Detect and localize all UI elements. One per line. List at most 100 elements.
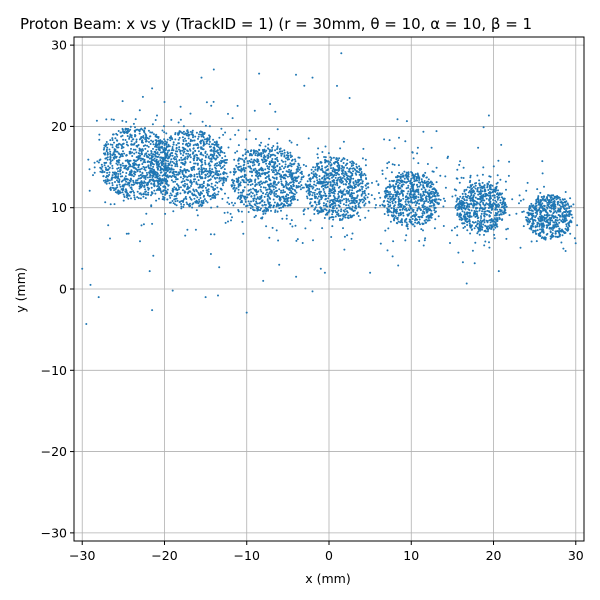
data-point — [125, 178, 128, 181]
data-point — [167, 143, 170, 146]
data-point — [478, 190, 480, 193]
data-point — [290, 141, 293, 144]
data-point — [156, 144, 159, 146]
data-point — [186, 157, 189, 160]
data-point — [396, 222, 399, 225]
data-point — [313, 175, 316, 178]
data-point — [125, 127, 127, 130]
data-point — [221, 182, 224, 185]
data-point — [275, 176, 278, 179]
data-point — [398, 193, 401, 196]
data-point — [338, 185, 341, 188]
data-point — [179, 166, 182, 169]
data-point — [532, 220, 535, 223]
data-point — [278, 173, 281, 175]
data-point — [315, 162, 318, 165]
data-point — [277, 152, 280, 155]
data-point — [266, 199, 269, 202]
data-point — [131, 155, 134, 157]
data-point — [116, 177, 119, 179]
data-point — [543, 209, 546, 212]
data-point — [391, 163, 394, 166]
data-point — [236, 197, 239, 200]
data-point — [478, 223, 481, 226]
data-point — [402, 214, 405, 217]
data-point — [189, 156, 192, 159]
data-point — [326, 213, 329, 216]
data-point — [536, 223, 539, 226]
data-point — [220, 159, 222, 162]
data-point — [268, 150, 271, 153]
data-point — [399, 208, 401, 211]
data-point — [316, 182, 319, 185]
data-point — [543, 205, 546, 207]
data-point — [422, 191, 425, 194]
data-point — [565, 223, 568, 226]
data-point — [361, 198, 364, 201]
data-point — [414, 221, 417, 224]
data-point — [207, 155, 210, 158]
data-point — [433, 188, 436, 190]
data-point — [364, 174, 367, 177]
data-point — [276, 160, 279, 163]
data-point — [208, 145, 211, 148]
data-point — [155, 176, 158, 179]
data-point — [554, 235, 557, 238]
data-point — [148, 157, 151, 160]
data-point — [160, 190, 162, 193]
data-point — [137, 155, 140, 158]
data-point — [388, 195, 391, 198]
data-point — [362, 174, 364, 177]
data-point — [149, 173, 152, 176]
data-point — [437, 198, 440, 201]
data-point — [147, 137, 150, 140]
data-point — [134, 134, 137, 137]
data-point — [184, 175, 187, 178]
data-point — [119, 185, 122, 188]
data-point — [271, 171, 274, 173]
data-point — [466, 224, 469, 226]
data-point — [400, 185, 403, 188]
data-point — [169, 196, 172, 199]
data-point — [150, 182, 153, 185]
data-point — [113, 173, 116, 176]
data-point — [407, 175, 410, 178]
data-point — [434, 218, 437, 221]
data-point — [227, 146, 230, 149]
data-point — [141, 95, 144, 98]
data-point — [347, 217, 350, 220]
data-point — [182, 184, 185, 187]
data-point — [426, 185, 428, 188]
data-point — [131, 165, 134, 168]
data-point — [272, 198, 275, 201]
data-point — [259, 209, 262, 212]
data-point — [263, 160, 266, 163]
data-point — [317, 167, 320, 170]
data-point — [470, 209, 473, 212]
data-point — [551, 226, 554, 229]
data-point — [189, 149, 192, 152]
data-point — [328, 177, 331, 180]
data-point — [486, 213, 488, 216]
data-point — [235, 177, 238, 180]
data-point — [405, 203, 408, 206]
data-point — [553, 200, 556, 203]
data-point — [330, 203, 333, 205]
data-point — [386, 211, 389, 214]
data-point — [354, 197, 356, 200]
data-point — [180, 203, 183, 205]
data-point — [312, 191, 314, 194]
data-point — [206, 153, 209, 156]
data-point — [193, 139, 196, 142]
data-point — [201, 186, 204, 189]
data-point — [227, 112, 229, 115]
data-point — [413, 178, 416, 181]
data-point — [205, 140, 208, 143]
data-point — [534, 208, 537, 211]
data-point — [459, 195, 462, 198]
data-point — [410, 177, 413, 180]
data-point — [483, 233, 485, 236]
data-point — [305, 165, 308, 168]
data-point — [113, 149, 116, 152]
data-point — [424, 190, 427, 193]
